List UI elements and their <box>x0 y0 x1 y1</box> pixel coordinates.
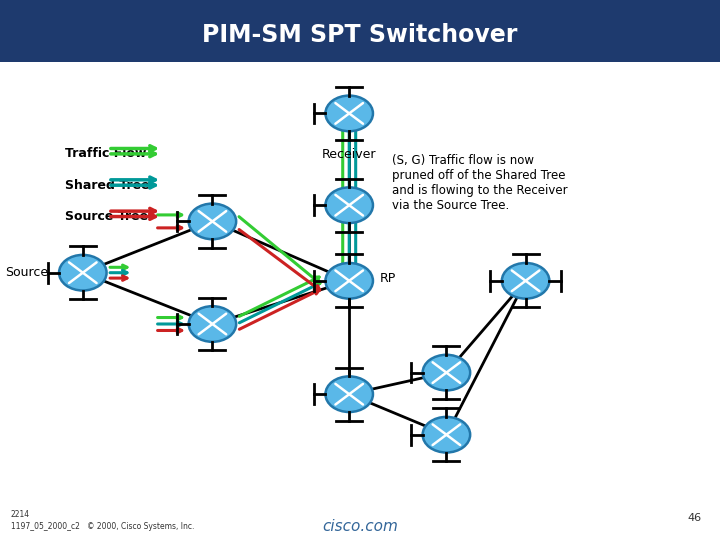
Circle shape <box>423 355 470 390</box>
Text: Receiver: Receiver <box>322 148 377 161</box>
Circle shape <box>189 306 236 342</box>
Text: cisco.com: cisco.com <box>322 519 398 534</box>
Text: (S, G) Traffic flow is now
pruned off of the Shared Tree
and is flowing to the R: (S, G) Traffic flow is now pruned off of… <box>392 154 568 212</box>
Circle shape <box>423 417 470 453</box>
Text: 2214
1197_05_2000_c2   © 2000, Cisco Systems, Inc.: 2214 1197_05_2000_c2 © 2000, Cisco Syste… <box>11 510 194 531</box>
FancyBboxPatch shape <box>0 62 720 540</box>
Circle shape <box>189 204 236 239</box>
Text: Source Tree: Source Tree <box>65 210 148 223</box>
Circle shape <box>325 96 373 131</box>
Text: RP: RP <box>379 272 396 285</box>
Text: Shared Tree: Shared Tree <box>65 179 150 192</box>
Circle shape <box>502 263 549 299</box>
Text: PIM-SM SPT Switchover: PIM-SM SPT Switchover <box>202 23 518 47</box>
Text: Traffic Flow: Traffic Flow <box>65 147 146 160</box>
Text: 46: 46 <box>688 514 702 523</box>
Circle shape <box>59 255 107 291</box>
Text: Source: Source <box>5 266 48 279</box>
Circle shape <box>325 187 373 223</box>
Circle shape <box>325 263 373 299</box>
Circle shape <box>325 376 373 412</box>
FancyBboxPatch shape <box>0 0 720 62</box>
